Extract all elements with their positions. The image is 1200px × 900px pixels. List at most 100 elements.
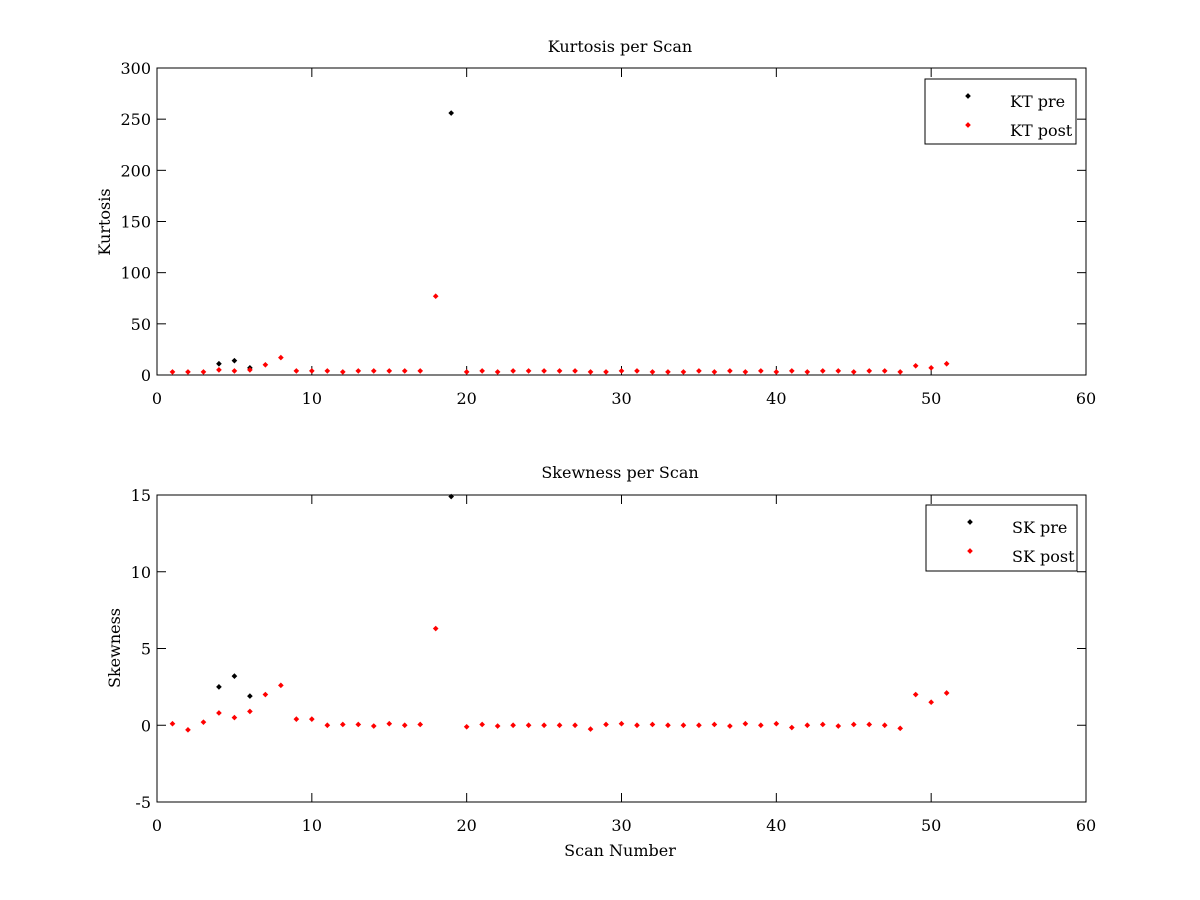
- data-point-sk-post: [386, 720, 393, 727]
- data-point-kt-post: [309, 368, 315, 374]
- data-point-sk-post: [634, 722, 640, 729]
- y-tick-label: 300: [120, 59, 151, 78]
- data-point-sk-post: [355, 721, 362, 728]
- data-point-sk-post: [401, 722, 408, 729]
- data-point-kt-post: [262, 361, 269, 368]
- y-tick-label: 5: [141, 640, 151, 659]
- data-point-kt-post: [727, 368, 733, 374]
- data-point-kt-post: [943, 360, 950, 367]
- data-point-kt-post: [339, 369, 346, 375]
- data-point-kt-post: [556, 368, 563, 374]
- data-point-sk-post: [928, 699, 934, 706]
- data-point-sk-post: [819, 721, 826, 728]
- data-point-kt-post: [463, 369, 470, 375]
- x-tick-label: 20: [456, 816, 476, 835]
- legend-box: [925, 504, 1078, 572]
- data-point-sk-post: [309, 716, 315, 722]
- data-point-kt-post: [758, 368, 764, 374]
- data-point-sk-post: [696, 722, 702, 729]
- data-point-kt-post: [479, 368, 485, 374]
- x-tick-label: 0: [152, 816, 162, 835]
- data-point-sk-post: [758, 722, 764, 729]
- data-point-kt-post: [417, 368, 424, 374]
- data-point-kt-post: [200, 369, 207, 375]
- data-point-sk-post: [742, 720, 749, 727]
- data-point-kt-post: [541, 368, 547, 374]
- data-point-sk-post: [510, 722, 516, 729]
- data-point-kt-post: [742, 369, 749, 375]
- data-point-sk-post: [587, 726, 594, 732]
- data-point-sk-post: [603, 721, 609, 728]
- axis-ticks: 0 10 20 30 40 50 60 0 50 100 150 200 250 300: [120, 59, 1096, 408]
- data-point-kt-post: [324, 368, 331, 374]
- data-point-sk-pre: [231, 673, 238, 679]
- data-point-kt-post: [216, 367, 222, 373]
- data-point-kt-post: [928, 365, 934, 371]
- data-point-kt-post: [572, 368, 578, 374]
- data-points: [169, 110, 950, 375]
- data-point-sk-post: [541, 722, 547, 729]
- data-point-sk-post: [912, 691, 919, 698]
- data-point-kt-post: [231, 368, 238, 374]
- data-point-sk-post: [278, 682, 284, 689]
- data-point-kt-post: [603, 369, 609, 375]
- x-tick-label: 0: [152, 389, 162, 408]
- data-point-kt-post: [355, 368, 362, 374]
- legend-label-kt-post: KT post: [1010, 121, 1073, 140]
- data-point-kt-post: [525, 368, 532, 374]
- x-tick-label: 40: [766, 389, 786, 408]
- data-point-kt-post: [494, 369, 501, 375]
- data-point-kt-post: [773, 369, 780, 375]
- y-axis-label: Kurtosis: [95, 188, 114, 255]
- y-tick-label: -5: [135, 793, 151, 812]
- data-point-sk-post: [370, 723, 377, 729]
- x-tick-label: 30: [611, 389, 631, 408]
- data-point-sk-post: [943, 690, 950, 696]
- x-tick-label: 30: [611, 816, 631, 835]
- data-point-kt-post: [804, 369, 811, 375]
- data-point-kt-post: [912, 362, 919, 369]
- data-point-sk-post: [665, 722, 671, 729]
- chart-title: Kurtosis per Scan: [548, 37, 692, 56]
- data-point-sk-post: [835, 723, 842, 729]
- data-point-kt-pre: [448, 110, 455, 116]
- data-point-sk-post: [169, 720, 176, 727]
- data-point-kt-post: [169, 369, 176, 375]
- data-point-kt-post: [680, 369, 687, 375]
- x-tick-label: 10: [302, 816, 322, 835]
- data-point-sk-post: [463, 723, 470, 730]
- legend-label-sk-pre: SK pre: [1012, 518, 1067, 537]
- legend-label-kt-pre: KT pre: [1010, 92, 1065, 111]
- data-point-sk-post: [525, 722, 532, 729]
- data-point-sk-post: [711, 721, 718, 728]
- data-point-sk-post: [773, 720, 780, 727]
- x-tick-label: 60: [1076, 816, 1096, 835]
- data-point-sk-post: [804, 722, 811, 729]
- y-tick-label: 100: [120, 264, 151, 283]
- data-point-sk-post: [479, 721, 485, 728]
- data-point-kt-pre: [216, 360, 222, 367]
- data-point-sk-post: [231, 714, 238, 721]
- legend-marker-kt-post: [965, 122, 971, 128]
- y-tick-label: 10: [131, 563, 151, 582]
- kurtosis-chart: Kurtosis per Scan 0 10 20 30 40 50 60 0 50 100 150…: [95, 37, 1096, 408]
- data-point-sk-post: [850, 721, 857, 728]
- x-tick-label: 50: [921, 816, 941, 835]
- data-point-sk-pre: [216, 684, 222, 690]
- data-point-kt-post: [665, 369, 671, 375]
- data-point-sk-post: [432, 625, 439, 632]
- legend: KT pre KT post: [924, 78, 1077, 145]
- data-point-sk-post: [293, 716, 300, 722]
- data-point-sk-post: [339, 721, 346, 728]
- data-point-kt-post: [293, 368, 300, 374]
- legend-box: [924, 78, 1077, 145]
- x-tick-label: 50: [921, 389, 941, 408]
- data-point-kt-post: [401, 368, 408, 374]
- legend: SK pre SK post: [925, 504, 1078, 572]
- data-point-kt-post: [185, 369, 191, 375]
- data-point-kt-post: [881, 368, 888, 374]
- x-tick-label: 10: [302, 389, 322, 408]
- x-tick-label: 40: [766, 816, 786, 835]
- data-point-kt-post: [850, 369, 857, 375]
- data-point-kt-post: [835, 368, 842, 374]
